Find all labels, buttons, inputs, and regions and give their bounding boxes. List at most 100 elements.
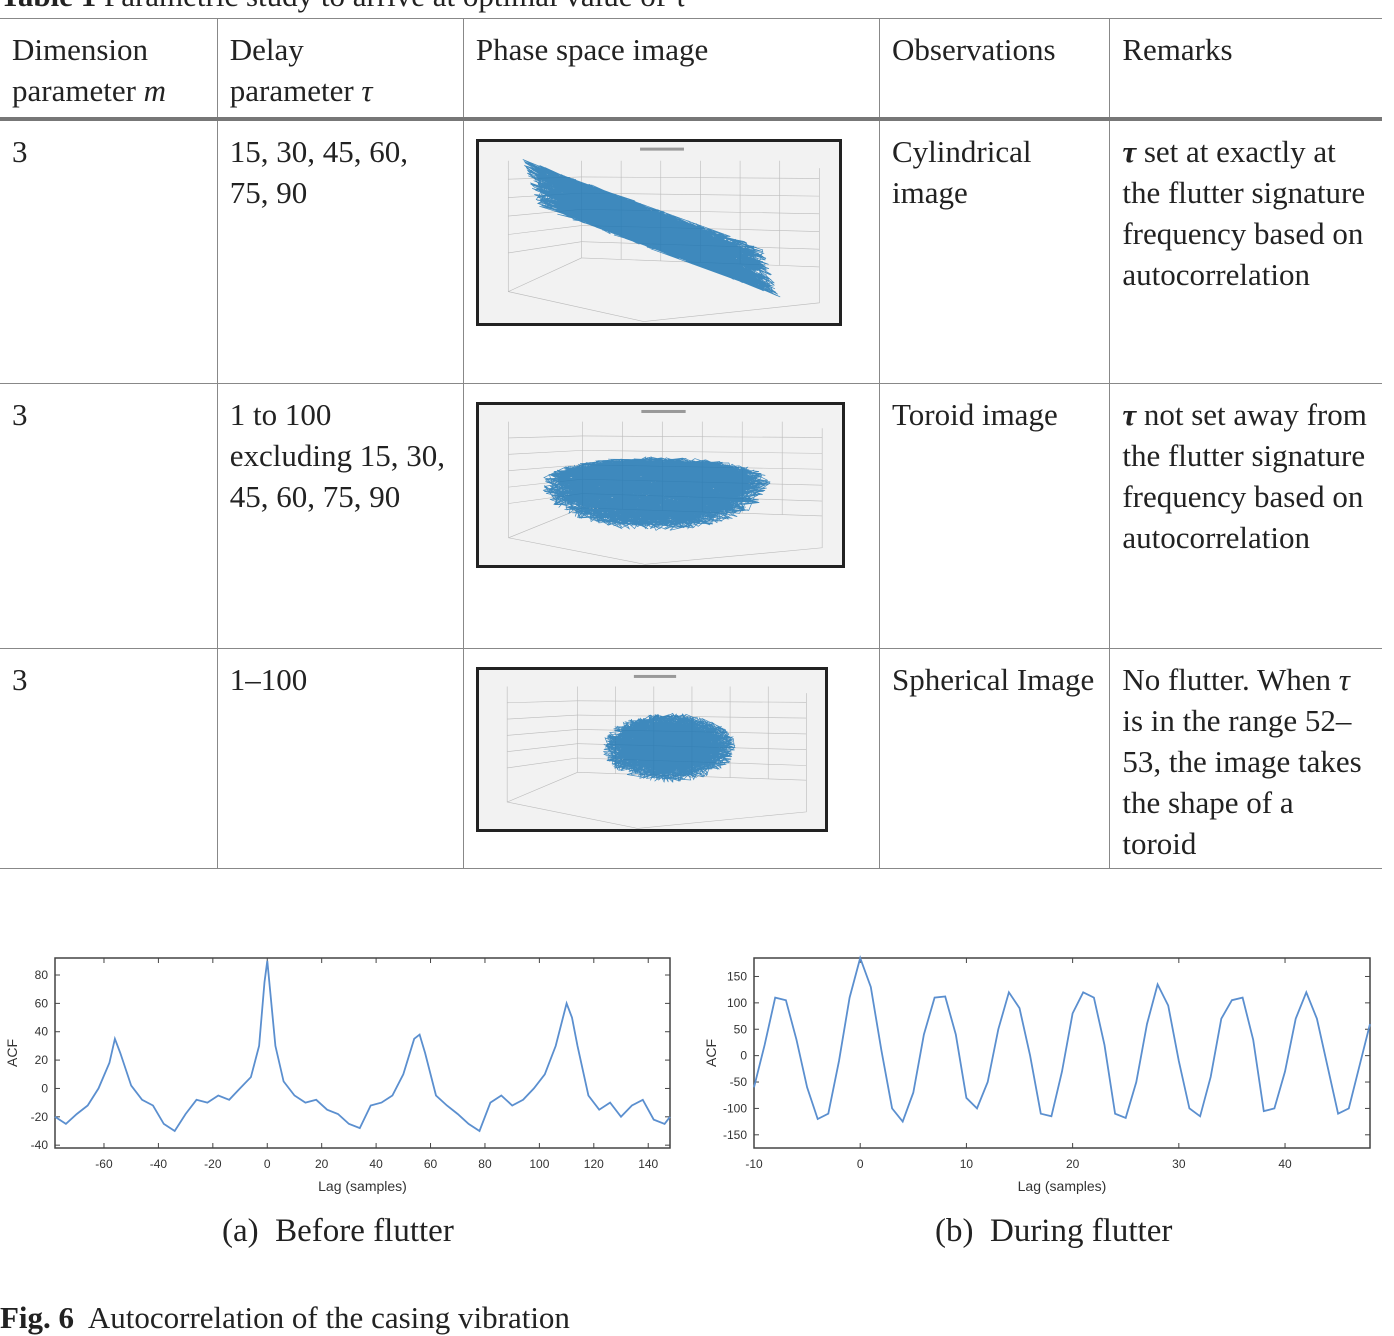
cell-phase-image	[463, 383, 881, 649]
acf-series-line	[54, 960, 671, 1133]
remark-text: is in the range 52–53, the image takes t…	[1122, 703, 1362, 861]
phase-space-image-toroid	[475, 402, 845, 568]
figure-caption-text: Autocorrelation of the casing vibration	[87, 1300, 570, 1335]
x-tick-label: -20	[204, 1157, 222, 1171]
y-tick-label: 20	[35, 1053, 49, 1067]
header-phase: Phase space image	[463, 18, 881, 119]
subfigure-caption-b: (b) During flutter	[935, 1213, 1172, 1250]
cell-observation: Spherical Image	[879, 648, 1111, 869]
x-tick-label: 40	[369, 1157, 383, 1171]
table-caption-label: Table 1	[0, 0, 96, 13]
phase-space-image-cylindrical	[475, 138, 842, 326]
x-tick-label: 30	[1172, 1157, 1186, 1171]
remark-symbol: τ	[1122, 397, 1137, 432]
header-delay: Delay parameter τ	[217, 18, 464, 119]
remark-text: set at exactly at the flutter signature …	[1122, 133, 1366, 292]
x-tick-label: 0	[857, 1157, 864, 1171]
plot-frame	[54, 957, 671, 1149]
table-header-row: Dimension parameter m Delay parameter τ …	[0, 18, 1382, 119]
phase-trajectory	[522, 158, 781, 297]
phase-plot-cylindrical	[507, 147, 820, 322]
plot-title-mark	[633, 674, 677, 678]
phase-plot-spherical	[506, 674, 807, 829]
subfigure-caption-a: (a) Before flutter	[222, 1213, 454, 1250]
y-tick-label: -50	[730, 1075, 748, 1089]
x-tick-label: 40	[1278, 1157, 1292, 1171]
y-tick-label: 60	[35, 996, 49, 1010]
remark-prefix: No flutter. When	[1122, 662, 1339, 697]
table-row: 3 1–100 Spherical Image No flutter. When…	[0, 648, 1382, 869]
x-tick-label: -60	[95, 1157, 113, 1171]
cell-remark: τ not set away from the flutter signatur…	[1110, 384, 1382, 649]
acf-plot-before: -60 -40 -20 0 20 40 60 80 100 120 140 80 60 40 20 0 -20 -…	[4, 957, 671, 1194]
x-tick-label: 10	[960, 1157, 974, 1171]
subfigure-text-a: Before flutter	[275, 1213, 454, 1249]
x-tick-label: 20	[1066, 1157, 1080, 1171]
y-axis-label: ACF	[4, 1039, 20, 1067]
y-tick-label: 0	[740, 1049, 747, 1063]
figure-caption-label: Fig. 6	[0, 1300, 75, 1335]
header-dimension: Dimension parameter m	[0, 18, 218, 119]
header-dimension-line2: parameter	[12, 73, 136, 108]
table-row: 3 15, 30, 45, 60, 75, 90 Cylindrical ima…	[0, 118, 1382, 384]
y-tick-label: 80	[35, 968, 49, 982]
x-axis-label: Lag (samples)	[318, 1178, 407, 1194]
header-delay-symbol: τ	[361, 73, 373, 108]
x-axis-label: Lag (samples)	[1018, 1178, 1107, 1194]
header-delay-line1: Delay	[229, 32, 304, 67]
x-tick-label: 60	[424, 1157, 438, 1171]
plot-frame	[753, 957, 1371, 1149]
y-tick-label: -150	[723, 1128, 747, 1142]
x-tick-label: 20	[315, 1157, 329, 1171]
header-delay-line2: parameter	[229, 73, 354, 108]
table-caption: Table 1 Parametric study to arrive at op…	[0, 0, 686, 14]
phase-space-image-spherical	[475, 667, 828, 832]
x-tick-label: -10	[745, 1157, 763, 1171]
figure-caption: Fig. 6 Autocorrelation of the casing vib…	[0, 1300, 570, 1336]
cell-tau: 15, 30, 45, 60, 75, 90	[217, 118, 464, 384]
plot-title-mark	[639, 147, 684, 151]
header-observations: Observations	[879, 18, 1111, 119]
x-tick-label: 100	[529, 1157, 549, 1171]
table-caption-text: Parametric study to arrive at optimal va…	[104, 0, 686, 13]
y-axis-label: ACF	[703, 1039, 719, 1067]
acf-chart-before-flutter: -60 -40 -20 0 20 40 60 80 100 120 140 80 60 40 20 0 -20 -…	[0, 950, 680, 1205]
remark-symbol: τ	[1338, 662, 1350, 697]
subfigure-label-b: (b)	[935, 1213, 974, 1249]
y-tick-label: -20	[31, 1110, 49, 1124]
y-tick-label: 0	[41, 1081, 48, 1095]
subfigure-text-b: During flutter	[989, 1213, 1173, 1249]
x-tick-label: 120	[584, 1157, 604, 1171]
plot-title-mark	[641, 409, 686, 413]
header-dimension-symbol: m	[143, 73, 167, 108]
cell-tau: 1 to 100 excluding 15, 30, 45, 60, 75, 9…	[217, 383, 464, 649]
cell-tau: 1–100	[217, 648, 464, 869]
header-remarks: Remarks	[1122, 32, 1233, 67]
y-tick-label: 50	[734, 1022, 748, 1036]
x-tick-label: 140	[638, 1157, 658, 1171]
cell-m: 3	[0, 118, 218, 384]
phase-plot-toroid	[508, 409, 823, 565]
y-tick-label: -40	[31, 1138, 49, 1152]
x-tick-label: 0	[264, 1157, 271, 1171]
remark-text: not set away from the flutter signature …	[1122, 397, 1367, 555]
cell-remark: No flutter. When τ is in the range 52–53…	[1110, 649, 1382, 869]
phase-trajectory	[542, 456, 771, 531]
y-tick-label: 100	[727, 996, 747, 1010]
x-tick-label: -40	[150, 1157, 168, 1171]
cell-phase-image	[463, 118, 881, 384]
phase-trajectory	[603, 712, 736, 783]
cell-m: 3	[0, 383, 218, 649]
cell-remark: τ set at exactly at the flutter signatur…	[1110, 119, 1382, 384]
cell-observation: Toroid image	[879, 383, 1111, 649]
acf-chart-during-flutter: -10 0 10 20 30 40 150 100 50 0 -50 -100 -150 Lag (sam…	[690, 950, 1380, 1205]
subfigure-label-a: (a)	[222, 1213, 259, 1249]
remark-symbol: τ	[1122, 133, 1137, 169]
acf-series-line	[753, 955, 1371, 1124]
header-dimension-line1: Dimension	[12, 32, 149, 67]
x-tick-label: 80	[478, 1157, 492, 1171]
y-tick-label: 150	[727, 969, 747, 983]
parametric-table: Dimension parameter m Delay parameter τ …	[0, 18, 1382, 869]
cell-m: 3	[0, 648, 218, 869]
